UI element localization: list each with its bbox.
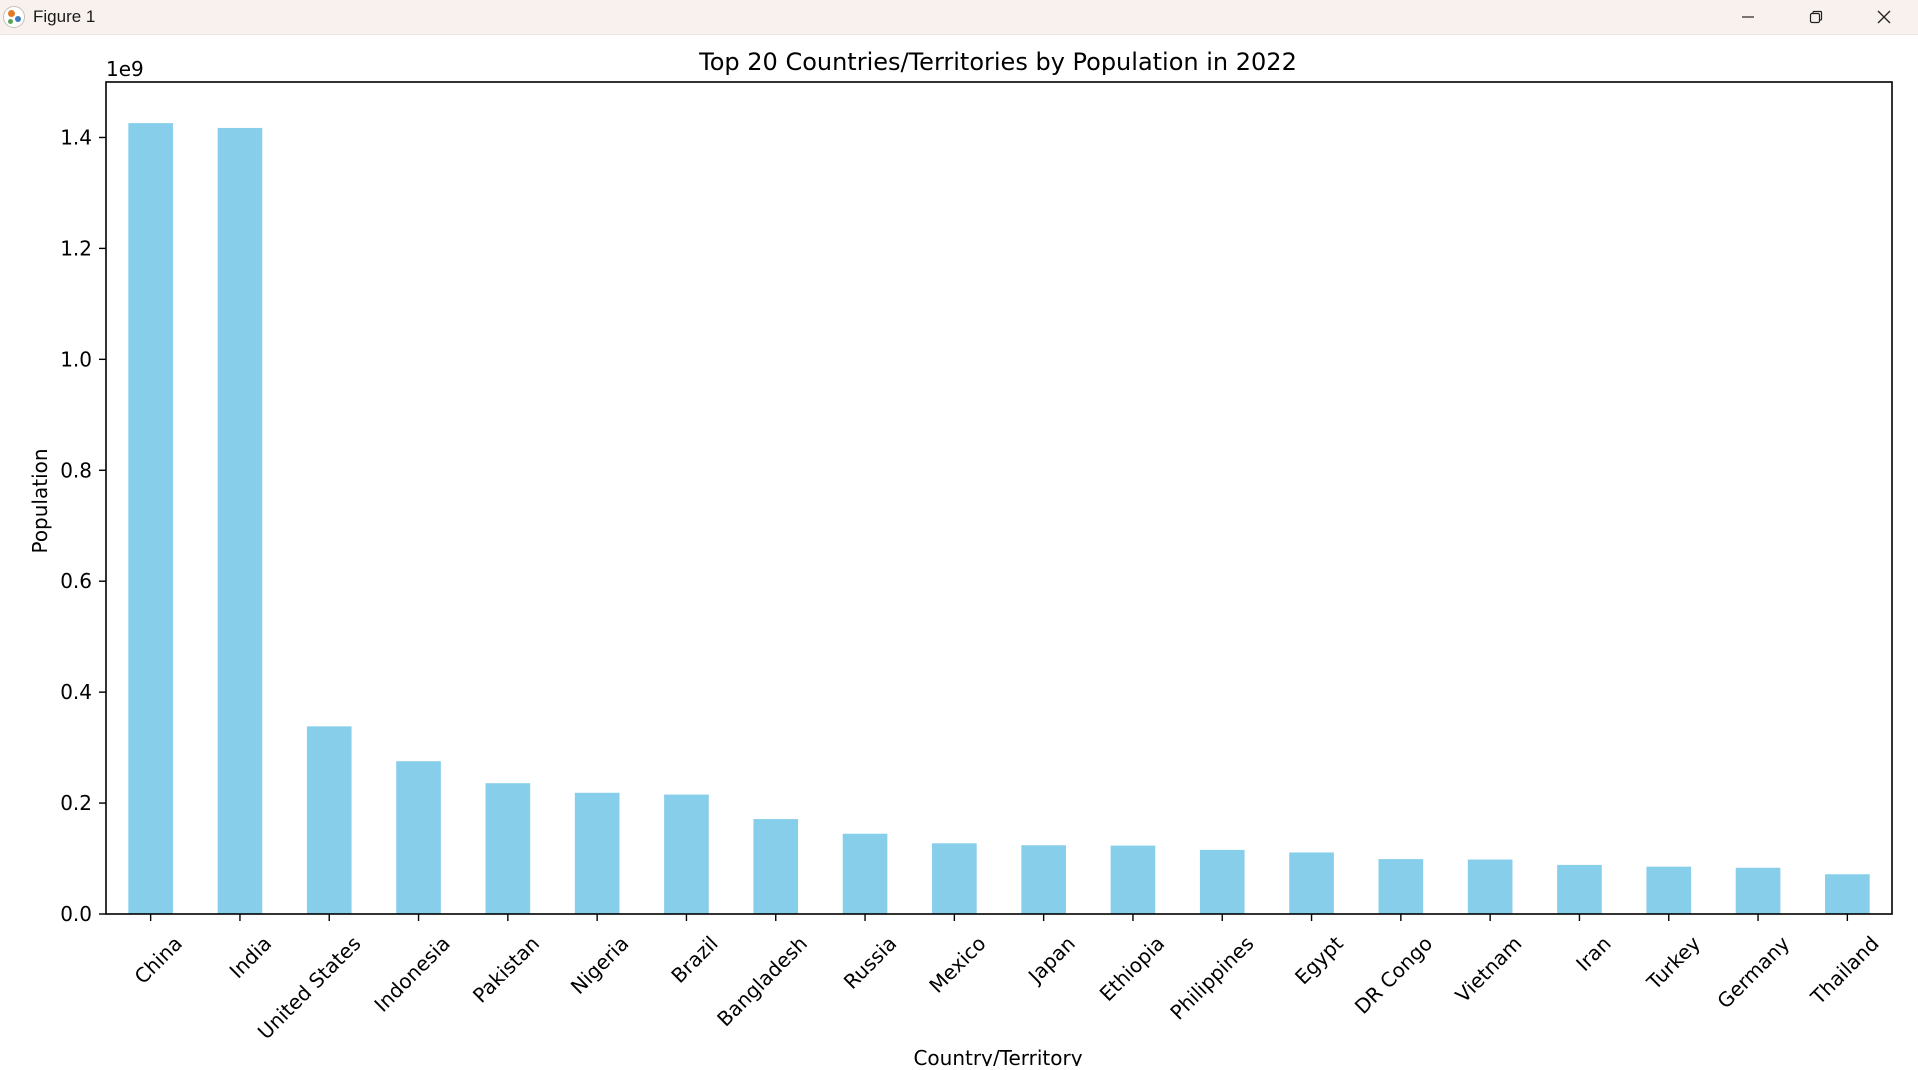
chart-area: Top 20 Countries/Territories by Populati… xyxy=(0,35,1918,1070)
bar-chart: Top 20 Countries/Territories by Populati… xyxy=(28,48,1893,1070)
close-icon xyxy=(1877,10,1891,24)
bar-nigeria xyxy=(574,792,620,914)
bar-thailand xyxy=(1825,874,1870,914)
bar-india xyxy=(217,127,263,914)
x-tick-label: Mexico xyxy=(924,931,990,997)
y-axis-ticks: 0.0 0.2 0.4 0.6 0.8 1.0 1.2 1.4 xyxy=(60,125,106,926)
x-tick-label: Turkey xyxy=(1641,931,1705,995)
x-axis-label: Country/Territory xyxy=(913,1046,1082,1066)
window-title: Figure 1 xyxy=(33,7,96,26)
bar-iran xyxy=(1557,864,1602,914)
bar-bangladesh xyxy=(753,819,799,914)
bars-group xyxy=(128,123,1870,914)
bar-japan xyxy=(1021,845,1066,914)
x-tick-label: DR Congo xyxy=(1350,931,1437,1018)
x-tick-label: Pakistan xyxy=(468,931,544,1007)
x-tick-label: Bangladesh xyxy=(712,931,812,1031)
x-tick-label: Japan xyxy=(1022,931,1080,989)
matplotlib-icon xyxy=(3,6,25,28)
bar-philippines xyxy=(1199,849,1245,914)
y-axis-label: Population xyxy=(28,448,52,553)
minimize-button[interactable] xyxy=(1714,0,1782,34)
bar-turkey xyxy=(1646,866,1692,914)
y-tick-label: 0.8 xyxy=(60,458,92,482)
bar-united-states xyxy=(306,726,352,914)
x-tick-label: Vietnam xyxy=(1451,931,1527,1007)
restore-icon xyxy=(1809,10,1823,24)
x-tick-label: Nigeria xyxy=(566,931,634,999)
bar-china xyxy=(128,123,173,914)
y-tick-label: 1.0 xyxy=(60,347,92,371)
bar-indonesia xyxy=(396,761,441,914)
minimize-icon xyxy=(1742,16,1754,18)
x-tick-label: Philippines xyxy=(1165,931,1258,1024)
x-tick-label: Thailand xyxy=(1805,931,1883,1009)
x-tick-label: Egypt xyxy=(1290,931,1348,989)
window-controls xyxy=(1714,0,1918,34)
window-titlebar: Figure 1 xyxy=(0,0,1918,35)
plot-frame xyxy=(105,81,1893,915)
bar-germany xyxy=(1735,867,1781,914)
x-tick-label: China xyxy=(130,931,187,988)
chart-title: Top 20 Countries/Territories by Populati… xyxy=(698,48,1297,76)
close-button[interactable] xyxy=(1850,0,1918,34)
x-tick-label: Brazil xyxy=(666,931,722,987)
x-tick-label: Indonesia xyxy=(369,931,454,1016)
y-axis-offset-label: 1e9 xyxy=(106,57,144,81)
bar-pakistan xyxy=(485,783,531,914)
bar-egypt xyxy=(1289,852,1334,914)
x-tick-label: Russia xyxy=(839,931,901,993)
x-tick-label: India xyxy=(225,931,277,983)
bar-ethiopia xyxy=(1110,845,1156,914)
x-tick-label: Ethiopia xyxy=(1095,931,1170,1006)
x-tick-label: Iran xyxy=(1571,931,1616,976)
y-tick-label: 0.0 xyxy=(60,902,92,926)
x-tick-label: Germany xyxy=(1712,931,1794,1013)
bar-dr-congo xyxy=(1378,859,1424,914)
bar-mexico xyxy=(932,843,977,914)
maximize-button[interactable] xyxy=(1782,0,1850,34)
y-tick-label: 0.2 xyxy=(60,791,92,815)
y-tick-label: 1.4 xyxy=(60,125,92,149)
bar-brazil xyxy=(664,794,709,914)
bar-vietnam xyxy=(1467,859,1513,914)
y-tick-label: 0.4 xyxy=(60,680,92,704)
bar-russia xyxy=(842,833,888,914)
y-tick-label: 1.2 xyxy=(60,236,92,260)
y-tick-label: 0.6 xyxy=(60,569,92,593)
